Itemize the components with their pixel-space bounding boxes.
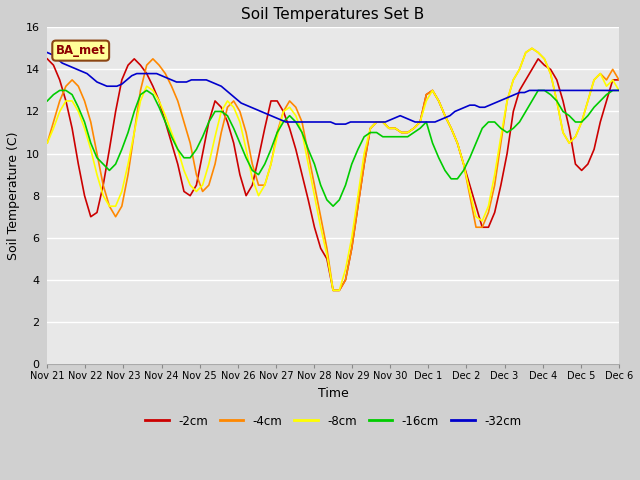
Legend: -2cm, -4cm, -8cm, -16cm, -32cm: -2cm, -4cm, -8cm, -16cm, -32cm [140, 410, 526, 432]
X-axis label: Time: Time [317, 386, 348, 399]
Title: Soil Temperatures Set B: Soil Temperatures Set B [241, 7, 425, 22]
Text: BA_met: BA_met [56, 44, 106, 57]
Y-axis label: Soil Temperature (C): Soil Temperature (C) [7, 132, 20, 260]
